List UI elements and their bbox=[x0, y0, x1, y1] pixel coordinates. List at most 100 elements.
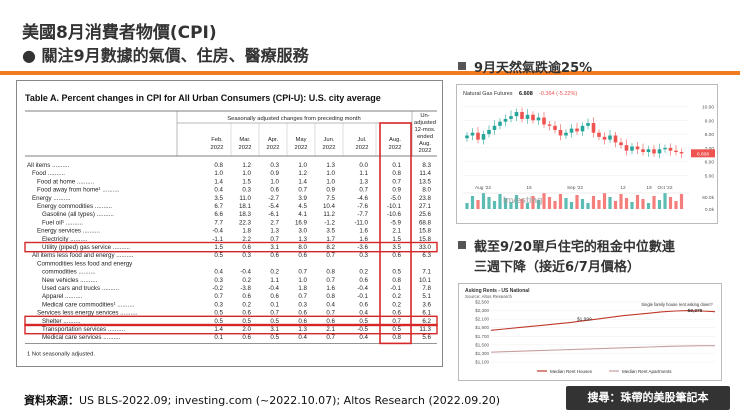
cell-value: 0.7 bbox=[326, 310, 335, 317]
candle bbox=[575, 128, 579, 132]
row-label: Services less energy services .......... bbox=[37, 310, 138, 317]
y-tick: 8.00 bbox=[705, 132, 715, 138]
cell-value: 0.3 bbox=[242, 187, 251, 194]
x-tick: 12 bbox=[620, 185, 626, 191]
candle bbox=[525, 114, 530, 119]
cell-value: 0.7 bbox=[270, 236, 279, 243]
cell-value: -2.7 bbox=[268, 195, 279, 202]
cell-value: 3.0 bbox=[298, 228, 307, 235]
volume-bar bbox=[641, 199, 645, 209]
row-label: Food away from home¹ .......... bbox=[37, 187, 120, 194]
volume-bar bbox=[624, 198, 629, 209]
volume-bar bbox=[635, 195, 640, 209]
volume-bar bbox=[492, 201, 497, 209]
volume-bar bbox=[619, 194, 623, 209]
candle bbox=[586, 123, 590, 126]
row-label: All items less food and energy .........… bbox=[32, 252, 134, 259]
cell-value: 0.5 bbox=[214, 252, 223, 259]
cell-value: 0.5 bbox=[270, 318, 279, 325]
cell-value: 1.8 bbox=[298, 285, 307, 292]
series-line bbox=[490, 345, 715, 353]
row-label: Electricity .......... bbox=[42, 236, 88, 243]
volume-bar bbox=[652, 196, 656, 209]
legend-item: Median Rent Apartments bbox=[622, 369, 672, 374]
search-badge[interactable]: 搜尋：珠帶的美股筆記本 bbox=[566, 386, 730, 410]
cell-value: 1.4 bbox=[298, 178, 307, 185]
cell-value: 0.3 bbox=[270, 162, 279, 169]
candle bbox=[553, 125, 557, 130]
cell-value: 6.7 bbox=[214, 203, 223, 210]
cell-value: -10.6 bbox=[387, 211, 402, 218]
cell-value: 1.2 bbox=[298, 170, 307, 177]
cell-value: 2.0 bbox=[242, 326, 251, 333]
y-tick: 6.00 bbox=[705, 160, 715, 166]
row-label: Medical care services .......... bbox=[42, 334, 121, 341]
y-tick: 9.00 bbox=[705, 118, 715, 124]
volume-bar bbox=[531, 196, 535, 209]
cell-value: 1.1 bbox=[359, 170, 368, 177]
square-bullet-icon bbox=[458, 62, 466, 70]
cell-value: 0.6 bbox=[359, 277, 368, 284]
cell-value: 0.5 bbox=[242, 318, 251, 325]
aug-column-highlight bbox=[379, 122, 412, 345]
chart-source: Source: Altos Research bbox=[465, 294, 513, 299]
cell-value: 1.5 bbox=[242, 178, 251, 185]
unadjusted-header: 12-mos. bbox=[415, 127, 436, 133]
cell-value: -0.1 bbox=[390, 285, 401, 292]
cell-value: 0.7 bbox=[270, 310, 279, 317]
cell-value: 0.7 bbox=[392, 178, 401, 185]
row-label: commodities .......... bbox=[42, 269, 96, 276]
cell-value: 0.3 bbox=[298, 301, 307, 308]
cell-value: 0.6 bbox=[242, 310, 251, 317]
volume-bar bbox=[547, 197, 552, 209]
cell-value: 2.1 bbox=[392, 228, 401, 235]
cell-value: 0.8 bbox=[392, 277, 401, 284]
volume-bar bbox=[668, 197, 673, 209]
cell-value: -11.0 bbox=[354, 219, 368, 226]
cell-value: 0.2 bbox=[242, 301, 251, 308]
column-header-month: Jun. bbox=[324, 137, 335, 143]
cell-value: -0.4 bbox=[212, 228, 223, 235]
column-header-year: 2022 bbox=[323, 145, 336, 151]
last-price-tag bbox=[691, 149, 715, 158]
row-label: All items .......... bbox=[27, 162, 70, 169]
bullet-dot: ● bbox=[22, 46, 36, 65]
cell-value: 0.7 bbox=[298, 187, 307, 194]
accent-bar bbox=[0, 71, 740, 75]
candle bbox=[470, 132, 475, 136]
y-tick: $2,500 bbox=[475, 300, 489, 305]
cell-value: -7.7 bbox=[357, 211, 368, 218]
natgas-chart: Natural Gas Futures 6.608 -0.364 (-5.22%) 1… bbox=[463, 91, 715, 213]
cell-value: 0.6 bbox=[242, 244, 251, 251]
column-header-year: 2022 bbox=[239, 145, 252, 151]
candle bbox=[602, 136, 607, 140]
volume-bar bbox=[481, 193, 486, 209]
cell-value: 0.6 bbox=[242, 334, 251, 341]
cell-value: 0.4 bbox=[326, 301, 335, 308]
candle bbox=[630, 146, 634, 151]
cell-value: -0.4 bbox=[357, 285, 368, 292]
slide-subtitle: ● 關注9月數據的氣價、住房、醫療服務 bbox=[22, 42, 309, 66]
candle bbox=[509, 116, 513, 119]
candle bbox=[657, 149, 662, 154]
y-tick: $1,100 bbox=[475, 360, 489, 365]
volume-bar bbox=[597, 200, 601, 209]
cell-value: -4.6 bbox=[357, 195, 368, 202]
cell-value: -0.1 bbox=[357, 293, 368, 300]
cell-value: 0.6 bbox=[270, 293, 279, 300]
cell-value: 6.6 bbox=[214, 211, 223, 218]
cell-value: 0.4 bbox=[359, 310, 368, 317]
row-label: Shelter .......... bbox=[42, 318, 81, 325]
row-label: Transportation services .......... bbox=[42, 326, 125, 333]
cell-value: 1.0 bbox=[298, 162, 307, 169]
cell-value: 2.7 bbox=[270, 219, 279, 226]
footer-text: US BLS-2022.09; investing.com (~2022.10.… bbox=[79, 394, 501, 407]
candle bbox=[652, 149, 656, 154]
cell-value: 11.3 bbox=[419, 326, 431, 333]
cell-value: -1.1 bbox=[212, 236, 223, 243]
cell-value: 5.1 bbox=[422, 293, 431, 300]
rent-chart-panel: Asking Rents - US National Source: Altos … bbox=[458, 283, 722, 381]
rent-heading-line2: 三週下降（接近6/7月價格） bbox=[474, 260, 640, 275]
cell-value: 1.3 bbox=[298, 326, 307, 333]
